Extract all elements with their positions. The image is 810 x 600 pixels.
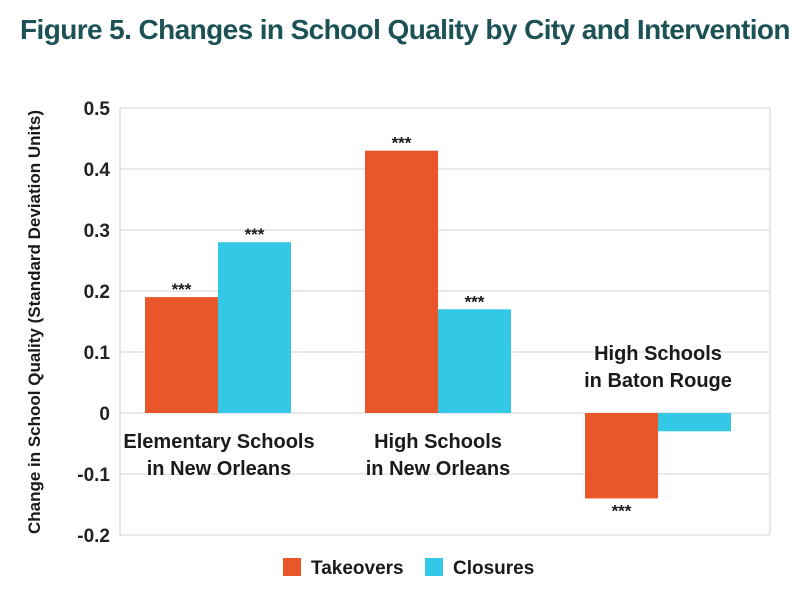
significance-label: *** <box>612 501 632 520</box>
bar-closures-0 <box>218 242 291 413</box>
y-tick-label: 0.5 <box>84 99 111 120</box>
bar-takeovers-2 <box>585 413 658 499</box>
category-labels: Elementary Schools in New Orleans High Sch… <box>123 343 731 480</box>
y-tick-label: 0.4 <box>84 160 111 181</box>
bar-takeovers-1 <box>365 150 438 413</box>
y-tick-label: 0 <box>99 404 110 425</box>
legend-label-closures: Closures <box>453 558 534 579</box>
significance-label: *** <box>245 225 265 244</box>
legend-label-takeovers: Takeovers <box>311 558 404 579</box>
category-label: High Schools <box>594 343 722 365</box>
category-label: in New Orleans <box>147 458 292 480</box>
y-tick-labels: 0.5 0.4 0.3 0.2 0.1 0 -0.1 -0.2 <box>77 99 110 547</box>
bars <box>145 150 731 499</box>
legend-swatch-takeovers <box>283 558 301 576</box>
significance-label: *** <box>392 134 412 153</box>
chart-title: Figure 5. Changes in School Quality by C… <box>20 14 790 45</box>
bar-closures-1 <box>438 309 511 413</box>
y-tick-label: -0.2 <box>77 526 110 547</box>
bar-takeovers-0 <box>145 297 218 413</box>
category-label: High Schools <box>374 431 502 453</box>
y-tick-label: -0.1 <box>77 465 110 486</box>
bar-closures-2 <box>658 413 731 432</box>
legend-swatch-closures <box>425 558 443 576</box>
y-tick-label: 0.3 <box>84 221 110 242</box>
y-tick-label: 0.1 <box>84 343 111 364</box>
significance-label: *** <box>465 292 485 311</box>
category-label: in Baton Rouge <box>584 370 732 392</box>
significance-labels: *** *** *** *** *** <box>172 134 632 521</box>
y-axis-label: Change in School Quality (Standard Devia… <box>25 110 44 534</box>
legend: Takeovers Closures <box>283 558 534 579</box>
y-tick-label: 0.2 <box>84 282 110 303</box>
significance-label: *** <box>172 280 192 299</box>
category-label: Elementary Schools <box>123 431 314 453</box>
category-label: in New Orleans <box>366 458 511 480</box>
